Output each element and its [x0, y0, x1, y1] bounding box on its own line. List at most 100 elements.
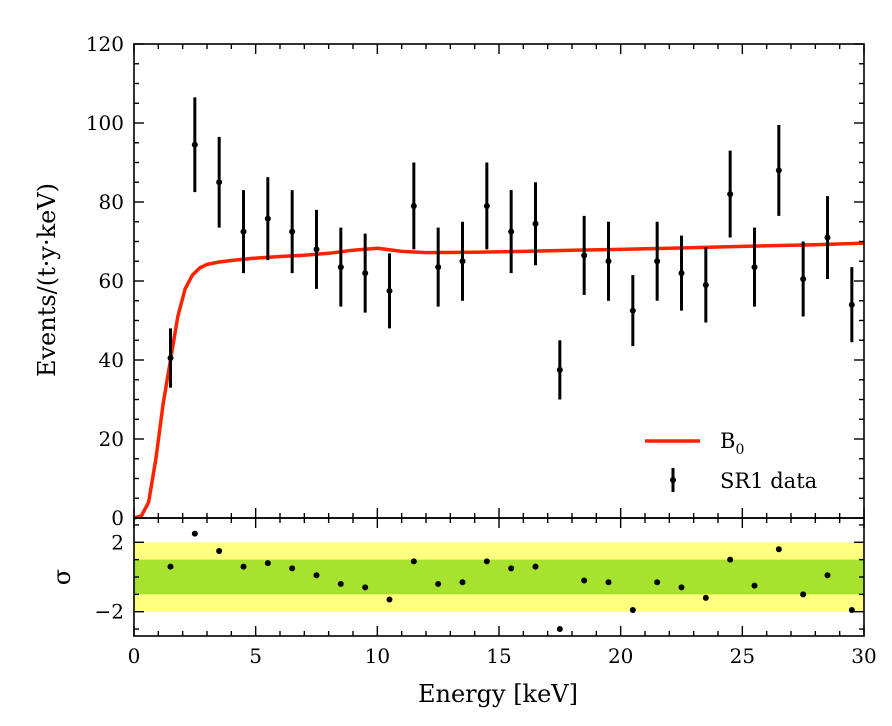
residual-point [727, 556, 734, 563]
residual-point [605, 579, 612, 586]
residual-point [702, 594, 709, 601]
residual-point [264, 560, 271, 567]
sr1-data-layer [167, 97, 855, 400]
residual-point [459, 579, 466, 586]
sr1-marker [508, 228, 515, 235]
residual-point [629, 606, 636, 613]
sr1-marker [362, 270, 369, 277]
sr1-data-point [848, 267, 855, 343]
main-y-ticks: 0 20 40 60 80 100 120 [86, 32, 864, 530]
legend-b0-name: B [720, 429, 735, 453]
sr1-marker [313, 246, 320, 253]
residual-point [483, 558, 490, 565]
sr1-marker [532, 220, 539, 227]
legend-sr1-marker [670, 477, 676, 483]
sr1-marker [751, 264, 758, 271]
y-tick-label: 60 [99, 269, 124, 293]
x-tick-label: 25 [730, 644, 755, 668]
sr1-marker [678, 270, 685, 277]
residual-point [410, 558, 417, 565]
x-tick-label: 0 [128, 644, 141, 668]
residual-point [775, 546, 782, 553]
residual-point [216, 547, 223, 554]
x-tick-label: 30 [851, 644, 876, 668]
residual-point [654, 579, 661, 586]
y-tick-label: 40 [99, 348, 124, 372]
sr1-marker [435, 264, 442, 271]
residual-point [848, 606, 855, 613]
sr1-marker [581, 252, 588, 259]
sr1-data-point [508, 190, 515, 274]
sr1-marker [629, 307, 636, 314]
x-axis-title: Energy [keV] [418, 680, 578, 708]
sr1-data-point [410, 162, 417, 250]
residual-point [386, 596, 393, 603]
legend-sr1-label: SR1 data [720, 469, 817, 493]
sr1-data-point [800, 241, 807, 317]
y-tick-label: 100 [86, 111, 124, 135]
residual-panel: 2 −2 0 5 10 15 20 25 30 [95, 44, 877, 668]
sr1-marker [654, 258, 661, 265]
sr1-marker [337, 264, 344, 271]
sr1-marker [459, 258, 466, 265]
legend-b0-label: B0 [720, 429, 744, 458]
x-tick-label: 20 [608, 644, 633, 668]
x-axis-ticks: 0 5 10 15 20 25 30 [128, 44, 877, 668]
sr1-data-point [264, 177, 271, 261]
y-tick-label: 80 [99, 190, 124, 214]
residual-point [337, 580, 344, 587]
sr1-data-point [167, 328, 174, 388]
sr1-marker [191, 141, 198, 148]
sr1-data-point [581, 215, 588, 295]
sr1-marker [727, 191, 734, 198]
sr1-data-point [702, 247, 709, 323]
sr1-marker [800, 276, 807, 283]
sr1-data-point [289, 190, 296, 274]
residual-point [556, 626, 563, 633]
sr1-data-point [751, 227, 758, 307]
sr1-data-point [240, 190, 247, 274]
sr1-data-point [216, 136, 223, 228]
residual-point [289, 565, 296, 572]
legend-b0-subscript: 0 [735, 442, 744, 458]
sr1-data-point [678, 235, 685, 311]
one-sigma-band [134, 559, 864, 595]
y-axis-title: Events/(t·y·keV) [33, 183, 61, 377]
sr1-data-point [386, 253, 393, 329]
residual-point [240, 563, 247, 570]
sigma-tick-label: −2 [95, 600, 124, 624]
sr1-data-point [727, 150, 734, 238]
residual-point [362, 584, 369, 591]
sr1-data-point [435, 227, 442, 307]
x-tick-label: 10 [365, 644, 390, 668]
sr1-marker [264, 215, 271, 222]
sr1-data-point [605, 221, 612, 301]
sr1-marker [410, 202, 417, 209]
residual-y-ticks: 2 −2 [95, 524, 864, 630]
sr1-marker [702, 281, 709, 288]
sr1-marker [848, 301, 855, 308]
sr1-marker [240, 228, 247, 235]
sigma-tick-label: 2 [111, 530, 124, 554]
sigma-axis-title: σ [48, 569, 76, 585]
sr1-marker [483, 202, 490, 209]
residual-point [800, 591, 807, 598]
sr1-data-point [775, 124, 782, 216]
main-panel: 0 20 40 60 80 100 120 [86, 32, 865, 530]
residual-point [191, 530, 198, 537]
sr1-data-point [362, 233, 369, 313]
sr1-data-point [459, 221, 466, 301]
residual-point [581, 577, 588, 584]
residual-point [532, 563, 539, 570]
residual-point [313, 572, 320, 579]
sr1-data-point [483, 162, 490, 250]
sr1-data-point [191, 97, 198, 193]
residual-point [508, 565, 515, 572]
y-tick-label: 20 [99, 427, 124, 451]
x-tick-label: 5 [249, 644, 262, 668]
sr1-marker [167, 355, 174, 362]
sr1-data-point [654, 221, 661, 301]
sr1-data-point [629, 275, 636, 347]
y-tick-label: 0 [111, 506, 124, 530]
